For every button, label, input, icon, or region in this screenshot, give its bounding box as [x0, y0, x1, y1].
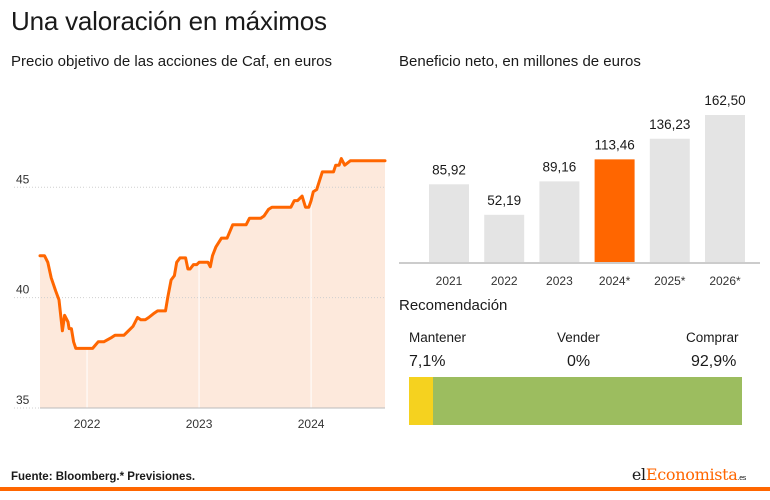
brand-part-2: Economista	[645, 465, 738, 484]
bar-chart-title: Beneficio neto, en millones de euros	[399, 53, 641, 70]
bar-value-label: 52,19	[487, 193, 521, 208]
source-note: Fuente: Bloomberg.* Previsiones.	[11, 471, 196, 483]
brand-tld: .es	[737, 475, 747, 482]
bar-value-label: 89,16	[543, 159, 577, 174]
recommendation-stacked-bar	[409, 377, 742, 425]
recommendation-category-label: Comprar	[686, 330, 739, 345]
price-line	[38, 157, 387, 350]
bar-category-label: 2023	[546, 274, 573, 288]
page-title: Una valoración en máximos	[11, 6, 327, 36]
y-tick-label: 35	[16, 393, 30, 407]
brand-part-1: el	[631, 465, 646, 484]
brand-logo: elEconomista.es	[632, 465, 746, 484]
x-tick-label: 2022	[74, 417, 101, 431]
y-tick-label: 40	[16, 283, 30, 297]
recommendation-category-label: Vender	[557, 330, 600, 345]
footer-rule	[0, 487, 770, 491]
recommendation-segment	[409, 377, 433, 425]
bar	[705, 115, 745, 262]
x-tick-label: 2023	[186, 417, 213, 431]
profit-bar-chart: 85,92 2021 52,19 2022 89,16 2023 113,46 2024* 13…	[399, 93, 760, 288]
line-chart-title: Precio objetivo de las acciones de Caf, …	[11, 53, 333, 70]
price-line-chart: 35 40 45 2022 2023 2024	[14, 88, 387, 431]
bar	[594, 159, 635, 262]
recommendation-category-label: Mantener	[409, 330, 467, 345]
bar-category-label: 2021	[436, 274, 463, 288]
recommendation-segment	[432, 377, 742, 425]
bar-value-label: 85,92	[432, 162, 466, 177]
recommendation-value-label: 92,9%	[691, 353, 737, 370]
bar-category-label: 2026*	[709, 274, 741, 288]
bar-category-label: 2025*	[654, 274, 686, 288]
bar	[429, 184, 469, 262]
bar-category-label: 2022	[491, 274, 518, 288]
recommendation-value-label: 0%	[567, 353, 591, 370]
bar-value-label: 162,50	[704, 93, 745, 108]
bar	[539, 181, 580, 262]
y-tick-label: 45	[16, 172, 30, 186]
bar-value-label: 136,23	[649, 117, 690, 132]
bar	[484, 214, 525, 262]
bar-value-label: 113,46	[594, 137, 634, 152]
price-area	[40, 158, 385, 408]
recommendation-title: Recomendación	[399, 297, 508, 314]
bar-category-label: 2024*	[599, 274, 631, 288]
recommendation-value-label: 7,1%	[409, 353, 446, 370]
bar	[649, 138, 690, 262]
x-tick-label: 2024	[298, 417, 325, 431]
